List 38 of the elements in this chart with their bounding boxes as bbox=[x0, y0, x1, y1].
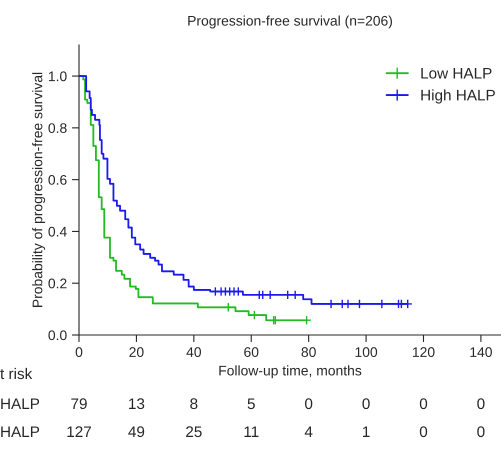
x-tick-label: 40 bbox=[186, 347, 202, 358]
legend-label: Low HALP bbox=[421, 68, 492, 79]
text: 8 bbox=[190, 398, 198, 410]
text: t risk bbox=[0, 368, 32, 380]
chart-title: Progression-free survival (n=206) bbox=[188, 15, 392, 28]
x-tick-label: 60 bbox=[244, 347, 258, 358]
text: 1 bbox=[362, 426, 370, 437]
text: 0 bbox=[362, 398, 370, 410]
text: 79 bbox=[71, 398, 87, 410]
text: 5 bbox=[248, 398, 255, 410]
y-tick-label: 1.0 bbox=[48, 71, 67, 82]
text: 0 bbox=[420, 398, 428, 410]
text: HALP bbox=[1, 398, 40, 409]
text: 0 bbox=[305, 398, 312, 410]
x-tick-label: 0 bbox=[76, 347, 82, 358]
y-tick-label: 0.2 bbox=[48, 278, 66, 288]
text: 0 bbox=[477, 426, 485, 438]
x-tick-label: 140 bbox=[470, 347, 492, 358]
text: 4 bbox=[304, 426, 312, 437]
y-tick-label: 0.6 bbox=[48, 174, 67, 185]
x-tick-label: 20 bbox=[129, 347, 144, 358]
y-tick-label: 0.4 bbox=[48, 226, 67, 237]
text: HALP bbox=[1, 426, 40, 437]
y-tick-label: 0.0 bbox=[48, 330, 67, 340]
x-tick-label: 120 bbox=[412, 347, 435, 358]
x-tick-label: 100 bbox=[356, 347, 378, 358]
text: 49 bbox=[128, 426, 144, 438]
y-axis-title: Probability of progression-free survival bbox=[32, 72, 46, 307]
text: 11 bbox=[244, 426, 258, 437]
x-axis-title: Follow-up time, months bbox=[219, 365, 362, 378]
x-tick-label: 80 bbox=[302, 347, 316, 358]
text: 25 bbox=[186, 426, 202, 438]
legend-label: High HALP bbox=[421, 89, 495, 104]
text: 13 bbox=[129, 398, 144, 410]
text: 127 bbox=[67, 426, 91, 437]
text: 0 bbox=[420, 426, 428, 438]
text: 0 bbox=[477, 398, 485, 410]
y-tick-label: 0.8 bbox=[48, 123, 67, 134]
